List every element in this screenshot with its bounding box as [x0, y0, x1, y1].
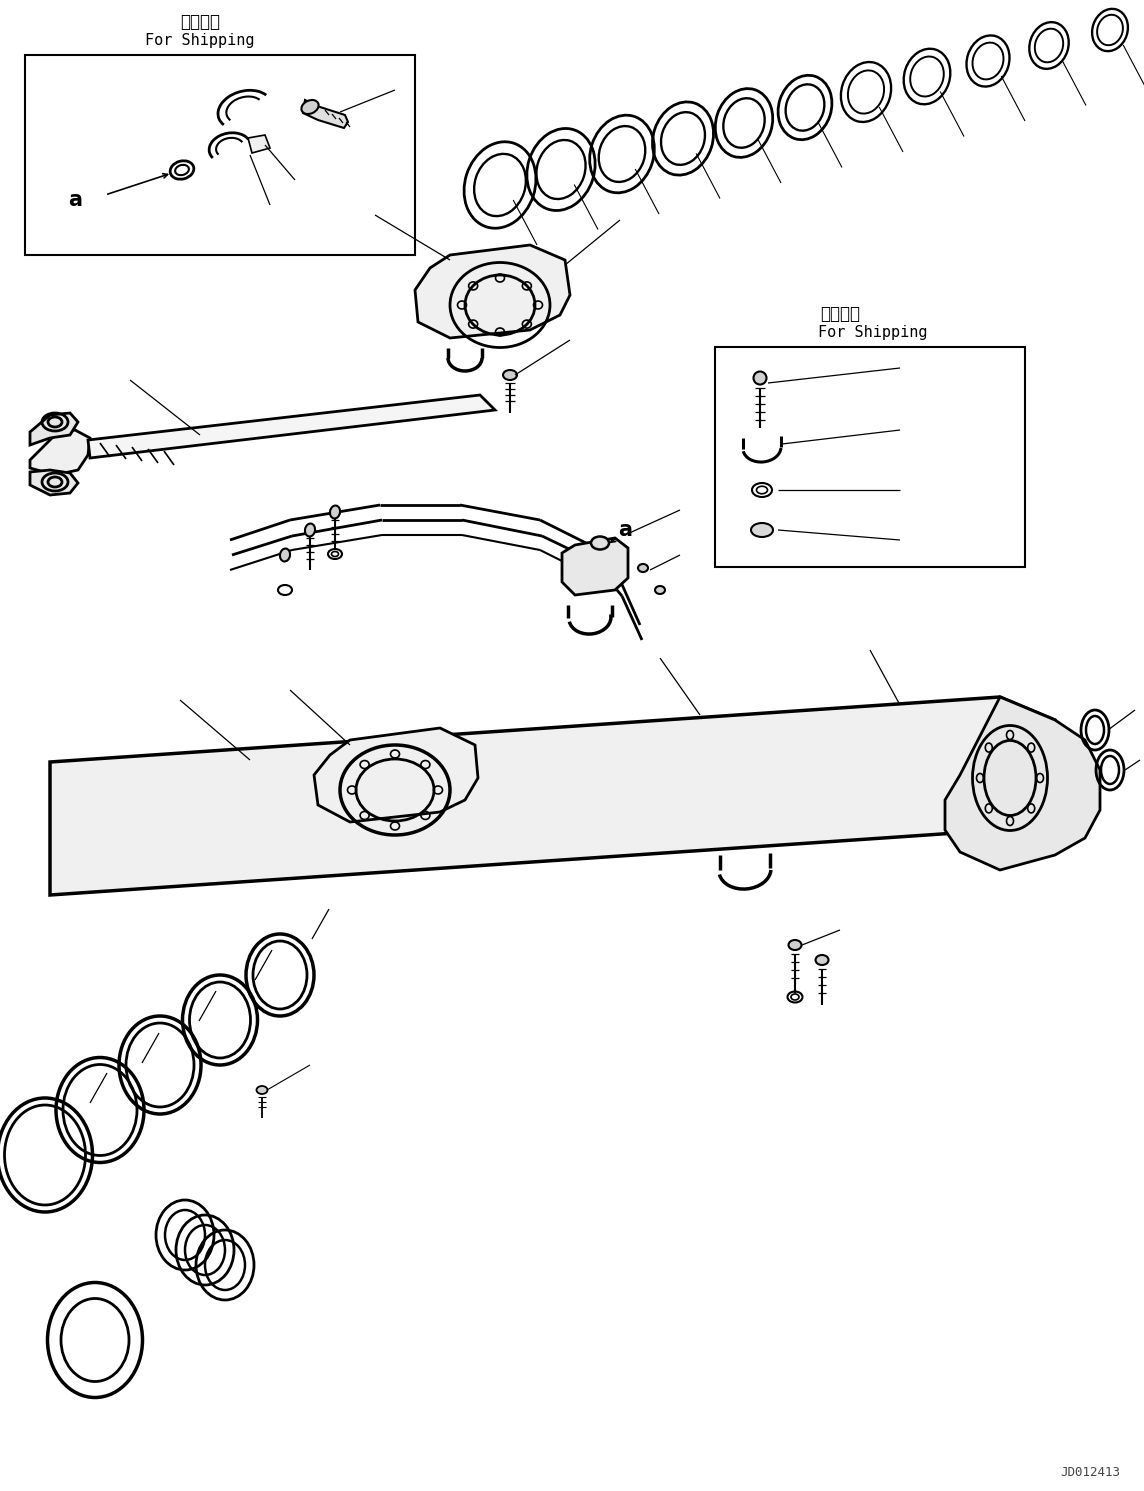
Text: JD012413: JD012413: [1060, 1466, 1120, 1479]
Ellipse shape: [754, 371, 766, 385]
Text: 運携部品: 運携部品: [820, 307, 860, 324]
Polygon shape: [562, 538, 628, 595]
Ellipse shape: [329, 505, 340, 519]
Ellipse shape: [503, 370, 517, 380]
Polygon shape: [50, 696, 1070, 895]
Polygon shape: [30, 413, 78, 444]
Polygon shape: [313, 728, 478, 822]
Polygon shape: [30, 470, 78, 495]
Ellipse shape: [788, 939, 802, 950]
Ellipse shape: [750, 523, 773, 537]
Polygon shape: [248, 136, 270, 154]
Polygon shape: [303, 100, 348, 128]
Polygon shape: [30, 429, 90, 476]
Ellipse shape: [816, 956, 828, 965]
Text: a: a: [67, 189, 82, 210]
Ellipse shape: [656, 586, 665, 593]
Ellipse shape: [638, 564, 648, 573]
Bar: [715, 347, 1025, 567]
Text: a: a: [618, 520, 631, 540]
Bar: [25, 55, 415, 255]
Polygon shape: [415, 245, 570, 338]
Polygon shape: [945, 696, 1101, 871]
Text: 運携部品: 運携部品: [180, 13, 220, 30]
Ellipse shape: [591, 537, 609, 550]
Ellipse shape: [280, 549, 291, 562]
Polygon shape: [88, 395, 495, 458]
Ellipse shape: [256, 1085, 268, 1094]
Text: For Shipping: For Shipping: [145, 33, 255, 48]
Ellipse shape: [301, 100, 319, 113]
Ellipse shape: [305, 523, 315, 537]
Text: For Shipping: For Shipping: [818, 325, 928, 340]
